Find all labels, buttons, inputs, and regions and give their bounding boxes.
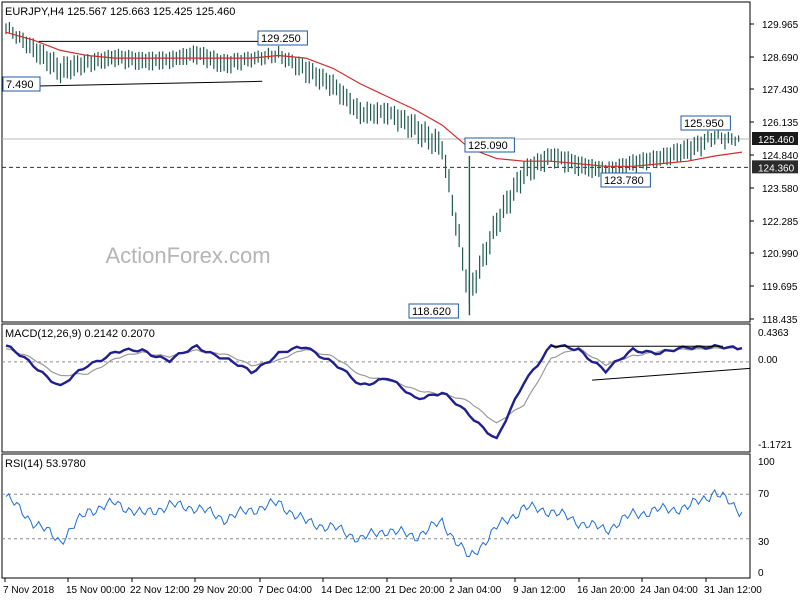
support-label-box: [752, 160, 798, 174]
x-tick-label: 2 Jan 04:00: [449, 585, 502, 596]
moving-average-line: [5, 31, 743, 167]
rsi-y-tick-label: 100: [758, 457, 775, 468]
rsi-line: 100 70 30 0: [2, 457, 775, 579]
watermark: ActionForex.com: [105, 243, 270, 268]
macd-y-tick-label: -1.1721: [758, 440, 792, 451]
x-tick-label: 21 Dec 20:00: [385, 585, 445, 596]
y-tick-label: 127.430: [762, 85, 799, 96]
x-tick-label: 22 Nov 12:00: [130, 585, 190, 596]
x-tick-label: 16 Jan 20:00: [577, 585, 635, 596]
last-price-label-box: [752, 132, 798, 146]
y-tick-label: 124.840: [762, 151, 799, 162]
y-tick-label: 123.580: [762, 184, 799, 195]
macd-trend-bottom: [592, 367, 751, 381]
y-axis-ticks: 129.965 128.690 127.430 126.135 124.840 123.5…: [750, 20, 799, 326]
x-tick-label: 31 Jan 12:00: [704, 585, 762, 596]
rsi-y-tick-label: 70: [758, 489, 770, 500]
y-tick-label: 120.990: [762, 249, 799, 260]
annotation-box: [464, 137, 515, 153]
rsi-y-tick-label: 30: [758, 537, 770, 548]
annotation-label: 123.780: [604, 175, 644, 187]
annotation-box: [680, 115, 731, 131]
x-tick-label: 14 Dec 12:00: [321, 585, 381, 596]
symbol-header: EURJPY,H4 125.567 125.663 125.425 125.46…: [5, 6, 235, 18]
price-reference-lines: [2, 138, 750, 168]
x-tick-label: 29 Nov 20:00: [193, 585, 253, 596]
macd-signal-line: [5, 346, 743, 424]
macd-y-tick-label: 0.4363: [758, 328, 789, 339]
macd-y-tick-label: 0.00: [758, 355, 778, 366]
y-tick-label: 126.135: [762, 118, 799, 129]
rsi-line: [5, 488, 743, 558]
x-tick-label: 7 Dec 04:00: [258, 585, 312, 596]
support-label: 124.360: [758, 163, 795, 174]
annotation-label: 129.250: [261, 33, 301, 45]
trend-channel-lines: [1, 40, 293, 88]
x-tick-label: 9 Jan 12:00: [513, 585, 566, 596]
x-tick-label: 7 Nov 2018: [3, 585, 55, 596]
y-tick-label: 118.435: [762, 315, 798, 326]
y-tick-label: 119.695: [762, 282, 798, 293]
y-tick-label: 122.285: [762, 217, 799, 228]
price-annotations: 129.250 7.490 125.090 123.780 125.950 118.620: [2, 30, 731, 319]
last-price-label: 125.460: [758, 135, 795, 146]
annotation-label: 118.620: [412, 306, 451, 318]
y-tick-label: 128.690: [762, 53, 799, 64]
annotation-label: 125.090: [468, 140, 508, 152]
annotation-label: 125.950: [684, 118, 724, 130]
macd-panel-frame: [1, 323, 751, 453]
macd-lines: 0.4363 0.00 -1.1721: [2, 328, 792, 451]
annotation-box: [600, 172, 651, 188]
x-axis-ticks: 7 Nov 2018 15 Nov 00:00 22 Nov 12:00 29 Nov…: [3, 578, 762, 596]
rsi-panel-frame: [1, 453, 751, 579]
x-tick-label: 24 Jan 04:00: [640, 585, 698, 596]
annotation-box: [408, 303, 459, 319]
y-tick-label: 129.965: [762, 20, 799, 31]
channel-bottom-line: [1, 80, 263, 88]
ma-line: [5, 31, 743, 167]
macd-line: [5, 343, 743, 440]
annotation-box: [2, 76, 41, 92]
annotation-label: 7.490: [6, 79, 34, 91]
x-tick-label: 15 Nov 00:00: [66, 585, 126, 596]
annotation-box: [257, 30, 308, 46]
rsi-y-tick-label: 0: [758, 568, 764, 579]
price-bars: [5, 21, 740, 316]
macd-header: MACD(12,26,9) 0.2142 0.2070: [5, 328, 155, 340]
price-panel-frame: [1, 1, 751, 323]
rsi-header: RSI(14) 53.9780: [5, 458, 86, 470]
